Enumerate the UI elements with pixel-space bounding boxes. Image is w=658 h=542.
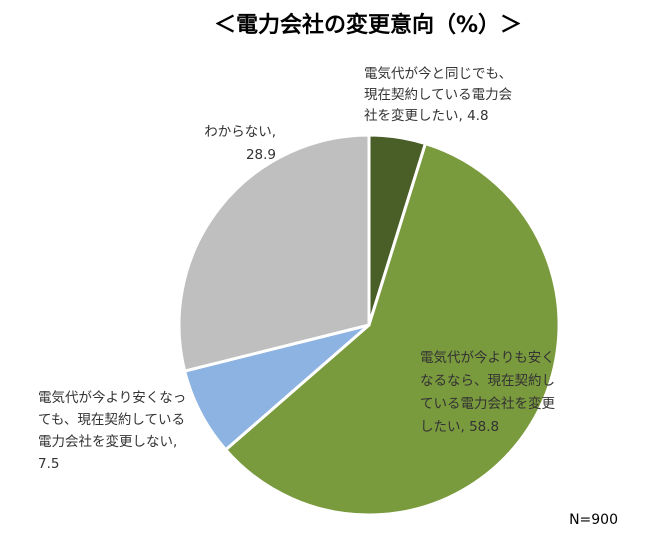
sample-size-note: N=900 — [569, 512, 618, 528]
pie-slice-4 — [177, 133, 371, 373]
slice-label-4: わからない, 28.9 — [204, 124, 276, 163]
slice-labels: 電気代が今と同じでも、現在契約している電力会社を変更したい, 4.8 電気代が今よ… — [38, 66, 555, 472]
slice-label-3: 電気代が今より安くなっても、現在契約している電力会社を変更しない, 7.5 — [38, 390, 186, 472]
chart-title: ＜電力会社の変更意向（%）＞ — [214, 12, 522, 38]
slice-label-2: 電気代が今よりも安くなるなら、現在契約している電力会社を変更したい, 58.8 — [420, 350, 555, 435]
pie-slices — [177, 133, 561, 517]
slice-label-1: 電気代が今と同じでも、現在契約している電力会社を変更したい, 4.8 — [364, 66, 512, 124]
pie-slice-2 — [224, 142, 561, 517]
